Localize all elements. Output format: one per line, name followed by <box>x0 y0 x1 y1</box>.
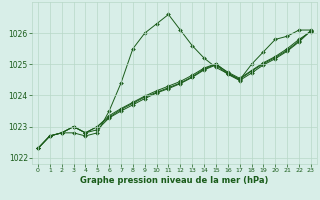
X-axis label: Graphe pression niveau de la mer (hPa): Graphe pression niveau de la mer (hPa) <box>80 176 268 185</box>
